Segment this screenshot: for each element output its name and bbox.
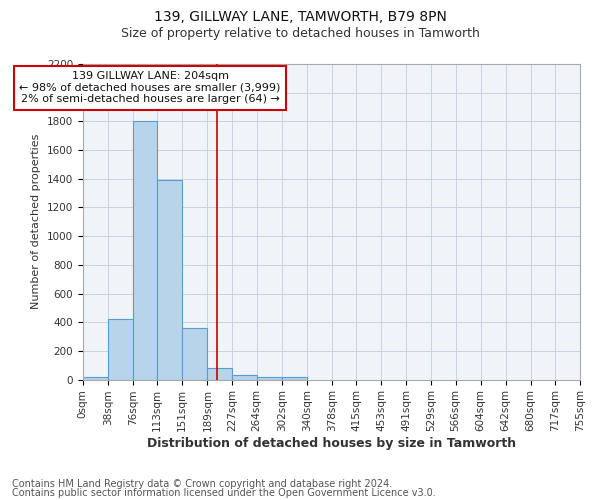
Bar: [257, 376, 282, 380]
Text: Contains public sector information licensed under the Open Government Licence v3: Contains public sector information licen…: [12, 488, 436, 498]
Text: 139, GILLWAY LANE, TAMWORTH, B79 8PN: 139, GILLWAY LANE, TAMWORTH, B79 8PN: [154, 10, 446, 24]
Bar: [157, 180, 182, 380]
Text: 139 GILLWAY LANE: 204sqm
← 98% of detached houses are smaller (3,999)
2% of semi: 139 GILLWAY LANE: 204sqm ← 98% of detach…: [19, 71, 281, 104]
Bar: [108, 320, 133, 380]
Bar: [208, 368, 232, 380]
Bar: [232, 376, 257, 380]
Text: Contains HM Land Registry data © Crown copyright and database right 2024.: Contains HM Land Registry data © Crown c…: [12, 479, 392, 489]
Bar: [133, 122, 157, 380]
Y-axis label: Number of detached properties: Number of detached properties: [31, 134, 41, 310]
X-axis label: Distribution of detached houses by size in Tamworth: Distribution of detached houses by size …: [147, 437, 516, 450]
Text: Size of property relative to detached houses in Tamworth: Size of property relative to detached ho…: [121, 28, 479, 40]
Bar: [182, 328, 208, 380]
Bar: [282, 376, 307, 380]
Bar: [83, 376, 108, 380]
